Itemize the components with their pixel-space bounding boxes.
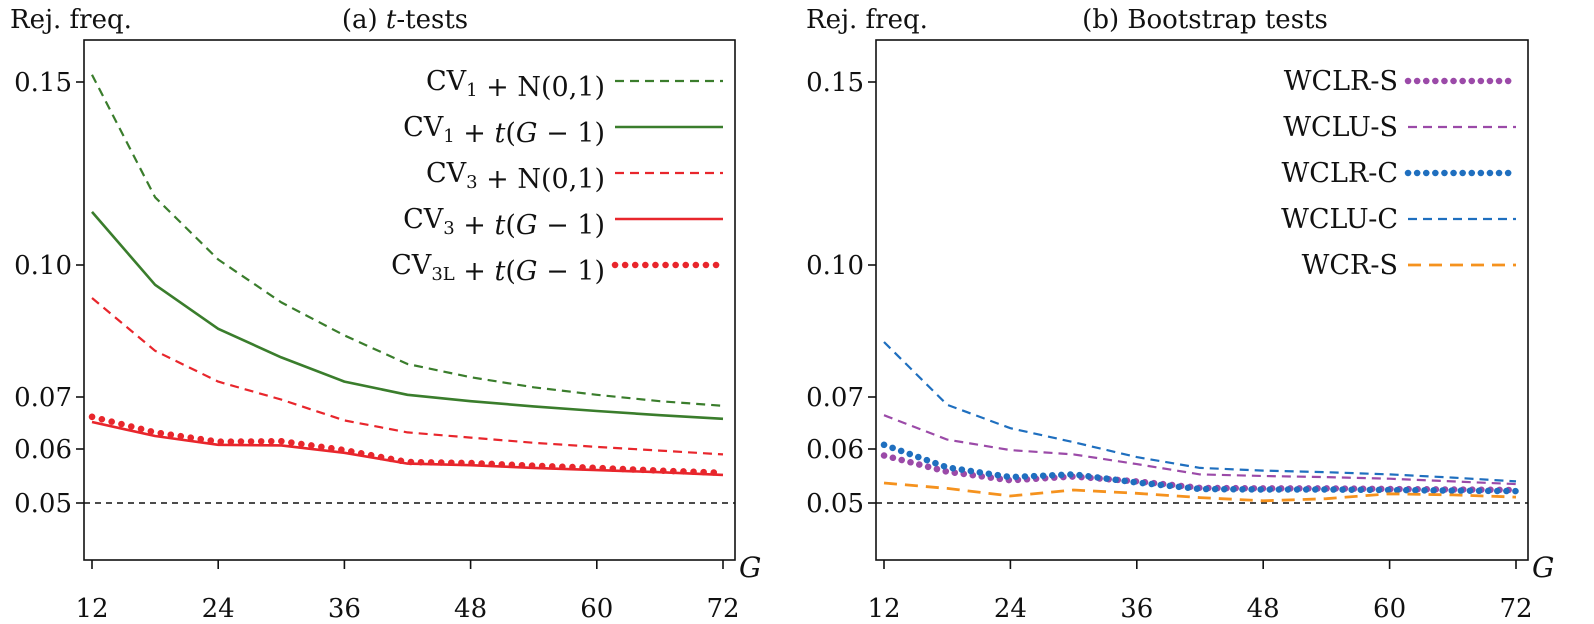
y-tick-label: 0.06 <box>14 435 72 465</box>
x-tick-label: 36 <box>328 594 361 624</box>
x-tick-label: 24 <box>202 594 235 624</box>
y-axis-label: Rej. freq. <box>806 5 928 35</box>
series-line-4 <box>883 341 1517 483</box>
x-tick-label: 48 <box>454 594 487 624</box>
x-tick-label: 60 <box>1373 594 1406 624</box>
legend-label-5: WCR-S <box>1302 250 1398 281</box>
y-tick-label: 0.05 <box>806 489 864 519</box>
panel-a: 0.05 0.06 0.07 0.10 0.15 12 24 36 48 60 72 Rej. fre… <box>10 5 761 624</box>
series-line-1 <box>91 74 724 407</box>
legend-label-1: WCLR-S <box>1284 66 1398 97</box>
y-tick-label: 0.07 <box>806 383 864 413</box>
legend-label-3: CV3 + N(0,1) <box>426 158 605 195</box>
plot-frame <box>83 39 736 561</box>
legend-label-2: CV1 + t(G − 1) <box>403 112 605 149</box>
series-line-2 <box>91 211 724 421</box>
x-tick-label: 24 <box>994 594 1027 624</box>
x-tick-label: 48 <box>1247 594 1280 624</box>
panel-title: (a) t-tests <box>342 5 468 35</box>
series-line-3 <box>880 441 1520 495</box>
series-line-4 <box>91 420 724 477</box>
x-tick-label: 12 <box>867 594 900 624</box>
x-tick-label: 72 <box>1499 594 1532 624</box>
x-axis-label: G <box>739 551 761 584</box>
legend-label-4: WCLU-C <box>1281 204 1398 235</box>
x-tick-label: 36 <box>1120 594 1153 624</box>
y-tick-label: 0.15 <box>806 68 864 98</box>
y-tick-label: 0.06 <box>806 435 864 465</box>
y-tick-label: 0.10 <box>14 251 72 281</box>
x-tick-label: 72 <box>706 594 739 624</box>
x-tick-label: 12 <box>75 594 108 624</box>
legend-label-5: CV3L + t(G − 1) <box>391 250 605 287</box>
legend-label-4: CV3 + t(G − 1) <box>403 204 605 241</box>
x-tick-label: 60 <box>580 594 613 624</box>
series-line-2 <box>883 414 1517 486</box>
y-tick-label: 0.15 <box>14 68 72 98</box>
series-line-3 <box>91 297 724 456</box>
series-line-5 <box>883 481 1517 503</box>
x-axis-label: G <box>1532 551 1554 584</box>
panel-title: (b) Bootstrap tests <box>1082 5 1328 35</box>
y-tick-label: 0.05 <box>14 489 72 519</box>
legend-label-3: WCLR-C <box>1282 158 1398 189</box>
plot-frame <box>875 39 1529 561</box>
y-tick-label: 0.10 <box>806 251 864 281</box>
y-tick-label: 0.07 <box>14 383 72 413</box>
panel-b: 0.05 0.06 0.07 0.10 0.15 12 24 36 48 60 72 Rej. fre… <box>806 5 1554 624</box>
y-axis-label: Rej. freq. <box>10 5 132 35</box>
legend-label-2: WCLU-S <box>1283 112 1398 143</box>
legend-label-1: CV1 + N(0,1) <box>426 66 605 103</box>
